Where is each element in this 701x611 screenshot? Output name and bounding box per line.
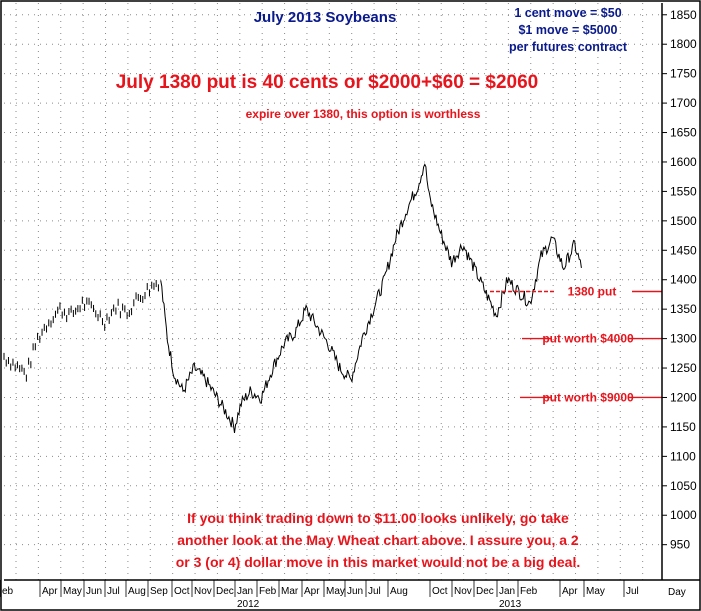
y-tick-label: 1500 [670, 214, 697, 228]
y-tick-label: 1250 [670, 361, 697, 375]
x-tick-label: Oct [432, 586, 448, 597]
x-tick-label: Jan [499, 586, 515, 597]
commentary-line-3: or 3 (or 4) dollar move in this market w… [176, 554, 581, 570]
x-tick-label: Oct [174, 586, 190, 597]
x-tick-label: eb [2, 586, 14, 597]
x-tick-label: Mar [281, 586, 299, 597]
y-tick-label: 1550 [670, 184, 697, 198]
y-tick-label: 1750 [670, 67, 697, 81]
annotation-label: 1380 put [568, 285, 617, 299]
y-tick-label: 1050 [670, 479, 697, 493]
annotation-label: put worth $9000 [542, 390, 634, 404]
x-year-label: 2012 [237, 599, 260, 610]
price-line [160, 163, 582, 433]
commentary-line-2: another look at the May Wheat chart abov… [177, 532, 579, 548]
x-tick-label: May [63, 586, 82, 597]
x-tick-label: Apr [562, 586, 578, 597]
y-tick-label: 1650 [670, 126, 697, 140]
x-tick-label: Jun [86, 586, 102, 597]
x-tick-label: Jul [107, 586, 120, 597]
subline: expire over 1380, this option is worthle… [246, 107, 481, 121]
x-tick-label: Dec [476, 586, 494, 597]
y-tick-label: 1350 [670, 302, 697, 316]
y-tick-label: 1800 [670, 37, 697, 51]
y-tick-label: 1850 [670, 8, 697, 22]
chart-title: July 2013 Soybeans [254, 9, 397, 26]
y-tick-label: 1100 [670, 449, 696, 463]
x-axis: eb Apr May Jun Jul Aug Sep Oct Nov Dec Jan Feb Mar Ap… [0, 579, 700, 610]
info-line-1: 1 cent move = $50 [514, 6, 621, 20]
commentary-line-1: If you think trading down to $11.00 look… [187, 510, 569, 526]
y-tick-label: 1700 [670, 96, 697, 110]
x-tick-label: Jun [347, 586, 363, 597]
x-tick-label: Jul [368, 586, 381, 597]
headline: July 1380 put is 40 cents or $2000+$60 =… [116, 72, 539, 93]
y-tick-label: 1000 [670, 508, 697, 522]
info-line-3: per futures contract [509, 40, 628, 54]
y-tick-label: 1300 [670, 332, 697, 346]
y-axis: 950 1000 1050 1100 1150 1200 1250 1300 1350 1400 1… [661, 3, 697, 580]
x-unit-label: Day [668, 587, 686, 598]
x-tick-label: Feb [259, 586, 277, 597]
x-tick-label: May [586, 586, 605, 597]
x-tick-label: Dec [216, 586, 234, 597]
annotation-label: put worth $4000 [542, 332, 634, 346]
info-line-2: $1 move = $5000 [518, 23, 617, 37]
annotations: 1380 put put worth $4000 put worth $9000 [490, 285, 662, 404]
x-tick-label: Aug [390, 586, 408, 597]
x-tick-label: Nov [454, 586, 472, 597]
x-tick-label: Sep [150, 586, 168, 597]
y-tick-label: 1150 [670, 420, 696, 434]
y-tick-label: 1600 [670, 155, 697, 169]
x-tick-label: May [326, 586, 345, 597]
x-tick-label: Jul [626, 586, 639, 597]
y-tick-label: 1450 [670, 243, 697, 257]
x-tick-label: Jan [237, 586, 253, 597]
x-tick-label: Aug [128, 586, 146, 597]
x-year-label: 2013 [499, 599, 522, 610]
y-tick-label: 1400 [670, 273, 697, 287]
x-tick-label: Feb [520, 586, 538, 597]
y-tick-label: 1200 [670, 390, 697, 404]
x-tick-label: Apr [304, 586, 320, 597]
price-series [3, 163, 582, 433]
x-tick-label: Nov [194, 586, 212, 597]
x-tick-label: Apr [42, 586, 58, 597]
y-tick-label: 950 [670, 538, 690, 552]
